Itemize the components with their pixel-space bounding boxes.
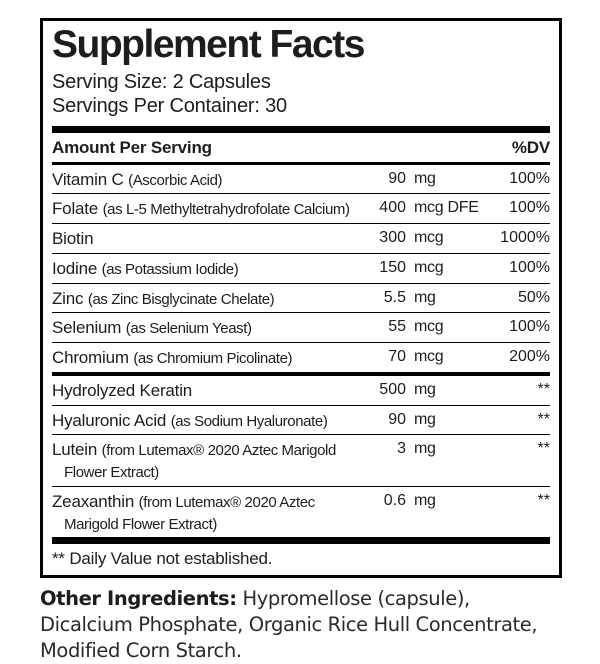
divider-thick-top xyxy=(52,125,550,133)
table-row-zeaxanthin: Zeaxanthin (from Lutemax® 2020 Aztec Mar… xyxy=(52,487,550,538)
nutrient-amount: 150 xyxy=(379,258,406,276)
other-ingredients-label: Other Ingredients: xyxy=(40,587,237,611)
nutrient-name: Biotin xyxy=(52,229,94,249)
nutrient-dv: 50% xyxy=(517,288,550,306)
nutrient-detail: (as Potassium Iodide) xyxy=(101,260,239,278)
nutrient-unit: mcg xyxy=(414,318,444,336)
nutrient-detail: (from Lutemax® 2020 Aztec Marigold Flowe… xyxy=(64,493,315,533)
nutrient-unit: mg xyxy=(414,380,436,398)
nutrient-detail: (as L-5 Methyltetrahydrofolate Calcium) xyxy=(102,201,350,219)
nutrient-unit: mg xyxy=(414,410,436,428)
nutrient-detail: (as Selenium Yeast) xyxy=(125,320,252,338)
nutrient-dv: 100% xyxy=(509,258,550,276)
nutrient-detail: (as Sodium Hyaluronate) xyxy=(170,412,328,430)
table-row-chromium: Chromium (as Chromium Picolinate) 70 mcg… xyxy=(52,343,550,372)
serving-size: Serving Size: 2 Capsules xyxy=(52,70,271,93)
nutrient-detail: (Ascorbic Acid) xyxy=(128,171,223,189)
divider-thick-bottom xyxy=(52,537,550,545)
supplement-facts-panel: Supplement Facts Serving Size: 2 Capsule… xyxy=(40,18,562,579)
servings-per-container: Servings Per Container: 30 xyxy=(52,95,287,118)
table-row-folate: Folate (as L-5 Methyltetrahydrofolate Ca… xyxy=(52,194,550,225)
nutrient-amount: 90 xyxy=(388,169,406,187)
nutrient-unit: mg xyxy=(414,169,436,187)
nutrient-detail: (as Chromium Picolinate) xyxy=(133,350,293,368)
header-percent-dv: %DV xyxy=(511,137,550,157)
nutrient-name: Iodine xyxy=(52,258,102,278)
nutrient-unit: mcg xyxy=(414,229,444,247)
nutrient-dv: 100% xyxy=(509,199,550,217)
nutrient-amount: 300 xyxy=(379,229,406,247)
table-row-selenium: Selenium (as Selenium Yeast) 55 mcg 100% xyxy=(52,313,550,344)
nutrient-unit: mcg xyxy=(414,348,444,366)
nutrient-dv: 100% xyxy=(509,169,550,187)
table-row-biotin: Biotin 300 mcg 1000% xyxy=(52,224,550,254)
table-row-hyaluronic-acid: Hyaluronic Acid (as Sodium Hyaluronate) … xyxy=(52,406,550,436)
nutrient-name: Hydrolyzed Keratin xyxy=(52,380,193,400)
nutrient-dv: ** xyxy=(537,380,550,398)
nutrient-dv: 100% xyxy=(509,318,550,336)
nutrient-amount: 3 xyxy=(397,440,406,458)
nutrient-name: Chromium xyxy=(52,348,134,368)
nutrient-name: Zeaxanthin xyxy=(52,491,139,511)
nutrient-amount: 400 xyxy=(379,199,406,217)
divider-mid-group xyxy=(52,371,550,376)
nutrient-amount: 500 xyxy=(379,380,406,398)
nutrient-unit: mcg xyxy=(414,258,444,276)
nutrient-amount: 0.6 xyxy=(383,491,406,509)
table-row-vitamin-c: Vitamin C (Ascorbic Acid) 90 mg 100% xyxy=(52,165,550,195)
other-ingredients: Other Ingredients: Hypromellose (capsule… xyxy=(40,586,564,663)
header-amount-per-serving: Amount Per Serving xyxy=(52,137,212,157)
nutrient-name: Zinc xyxy=(52,288,88,308)
nutrient-amount: 90 xyxy=(388,410,406,428)
nutrient-dv: 1000% xyxy=(500,229,550,247)
nutrient-dv: 200% xyxy=(509,348,550,366)
nutrient-amount: 70 xyxy=(388,348,406,366)
nutrient-dv: ** xyxy=(537,440,550,458)
nutrient-detail: (as Zinc Bisglycinate Chelate) xyxy=(87,290,275,308)
nutrient-unit: mcg DFE xyxy=(414,199,479,217)
nutrient-unit: mg xyxy=(414,491,436,509)
daily-value-footnote: ** Daily Value not established. xyxy=(52,549,273,569)
nutrient-amount: 5.5 xyxy=(383,288,406,306)
nutrient-unit: mg xyxy=(414,288,436,306)
nutrient-name: Hyaluronic Acid xyxy=(52,410,171,430)
table-header: Amount Per Serving %DV xyxy=(52,133,550,165)
table-row-lutein: Lutein (from Lutemax® 2020 Aztec Marigol… xyxy=(52,435,550,487)
nutrient-name: Vitamin C xyxy=(52,169,129,189)
table-row-zinc: Zinc (as Zinc Bisglycinate Chelate) 5.5 … xyxy=(52,284,550,314)
nutrient-name: Folate xyxy=(52,199,103,219)
nutrient-name: Selenium xyxy=(52,318,126,338)
nutrient-amount: 55 xyxy=(388,318,406,336)
panel-title: Supplement Facts xyxy=(52,23,365,66)
nutrient-detail: (from Lutemax® 2020 Aztec Marigold Flowe… xyxy=(64,442,336,482)
nutrient-name: Lutein xyxy=(52,440,102,460)
nutrient-dv: ** xyxy=(537,491,550,509)
table-row-hydrolyzed-keratin: Hydrolyzed Keratin 500 mg ** xyxy=(52,376,550,406)
nutrient-dv: ** xyxy=(537,410,550,428)
nutrient-unit: mg xyxy=(414,440,436,458)
table-row-iodine: Iodine (as Potassium Iodide) 150 mcg 100… xyxy=(52,254,550,284)
